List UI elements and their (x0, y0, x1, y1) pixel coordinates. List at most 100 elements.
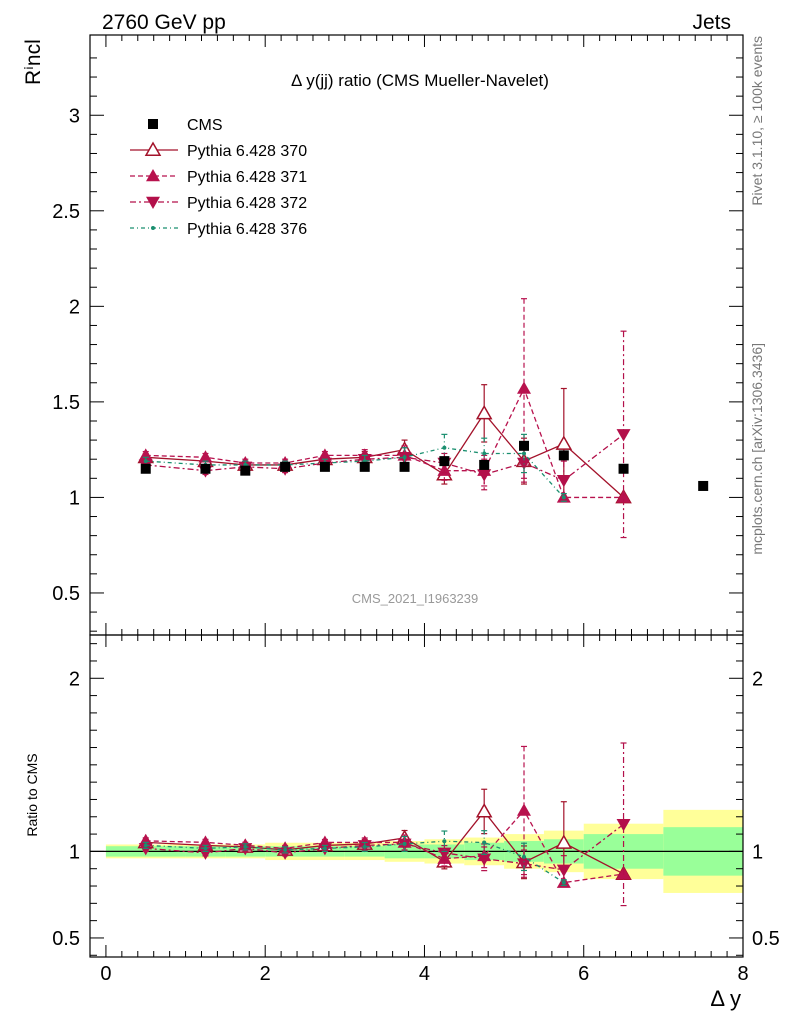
ratio-y-axis-label: Ratio to CMS (24, 753, 40, 836)
legend: CMS Pythia 6.428 370 Pythia 6.428 371 Pythi… (130, 117, 307, 238)
upper-point (475, 404, 493, 420)
ratio-point (517, 858, 532, 871)
upper-point (317, 448, 332, 461)
upper-point (556, 474, 571, 488)
ratio-point (556, 864, 571, 877)
cms-point (319, 461, 330, 472)
header-left: 2760 GeV pp (102, 11, 226, 34)
cms-point (519, 440, 530, 451)
ratio-series-line (145, 840, 565, 884)
upper-point (555, 435, 573, 450)
legend-entry: Pythia 6.428 370 (130, 141, 307, 160)
legend-marker (151, 226, 155, 230)
y-tick-label: 1 (69, 487, 80, 509)
y-tick-label: 3 (69, 105, 80, 127)
ratio-point (203, 846, 208, 851)
cms-point (479, 459, 490, 470)
legend-label: CMS (187, 117, 223, 134)
legend-entry: Pythia 6.428 371 (130, 169, 307, 186)
ratio-point (322, 846, 327, 851)
upper-point (561, 495, 566, 500)
legend-marker (146, 169, 160, 182)
chart-marks: 0 2 4 6 80.511.522.530.5 0.51 12 2 (52, 35, 780, 985)
upper-point (616, 490, 631, 503)
upper-point (402, 455, 407, 460)
y-tick-label: 2.5 (52, 201, 80, 223)
cms-point (698, 480, 709, 491)
ratio-point (561, 880, 566, 885)
cms-point (359, 461, 370, 472)
cms-point (140, 463, 151, 474)
series-cms (140, 440, 709, 491)
upper-point (442, 445, 447, 450)
x-tick-label: 8 (737, 963, 748, 985)
legend-entry: CMS (148, 117, 223, 134)
legend-entry: Pythia 6.428 376 (130, 221, 307, 238)
y-axis-label: Rⁱncl (22, 39, 45, 85)
upper-point (143, 459, 148, 464)
ratio-point (477, 853, 492, 866)
cms-point (240, 465, 251, 476)
legend-marker (144, 141, 162, 156)
ratio-point (362, 844, 367, 849)
cms-point (439, 456, 450, 467)
ratio-point (437, 847, 452, 860)
x-tick-label: 2 (260, 963, 271, 985)
upper-point (477, 469, 492, 482)
ratio-y-tick-label: 0.5 (52, 928, 80, 950)
ratio-y-tick-label-right: 0.5 (752, 928, 780, 950)
x-tick-label: 6 (578, 963, 589, 985)
upper-series-line (145, 386, 624, 499)
upper-point (522, 451, 527, 456)
y-tick-label: 2 (69, 296, 80, 318)
ratio-point (243, 844, 248, 849)
ratio-point (402, 841, 407, 846)
legend-label: Pythia 6.428 371 (187, 169, 307, 186)
ratio-series-line (145, 823, 624, 871)
ratio-series-line (145, 810, 624, 875)
x-tick-label: 0 (100, 963, 111, 985)
chart-title: Δ y(jj) ratio (CMS Mueller-Navelet) (291, 71, 549, 90)
rivet-label: Rivet 3.1.10, ≥ 100k events (749, 36, 765, 206)
upper-series-line (145, 447, 565, 498)
cms-point (200, 463, 211, 474)
ratio-point (238, 843, 253, 856)
ratio-point (616, 819, 631, 832)
legend-label: Pythia 6.428 376 (187, 221, 307, 238)
lower-frame (89, 634, 744, 958)
cms-point (618, 463, 629, 474)
series-4 (142, 433, 567, 887)
upper-series-line (145, 433, 624, 481)
y-tick-label: 1.5 (52, 392, 80, 414)
legend-label: Pythia 6.428 372 (187, 195, 307, 212)
ratio-point (482, 840, 487, 845)
cms-point (399, 461, 410, 472)
ratio-point (278, 847, 293, 860)
ratio-series-line (145, 809, 624, 884)
watermark: CMS_2021_I1963239 (352, 591, 479, 606)
ratio-point (138, 833, 153, 847)
ratio-y-tick-label: 2 (69, 668, 80, 690)
ratio-point (283, 847, 288, 852)
series-3 (138, 330, 631, 907)
ratio-y-tick-label: 1 (69, 841, 80, 863)
upper-point (616, 429, 631, 442)
ratio-point (522, 854, 527, 859)
upper-point (198, 450, 213, 463)
header-right: Jets (692, 11, 731, 34)
ratio-point (555, 834, 573, 849)
upper-point (482, 451, 487, 456)
ratio-point (198, 835, 213, 848)
ratio-point (143, 843, 148, 848)
mcplots-label: mcplots.cern.ch [arXiv:1306.3436] (749, 343, 765, 555)
ratio-panel (89, 634, 744, 958)
x-axis-label: Δ y (710, 986, 741, 1011)
ratio-point (198, 847, 213, 860)
legend-entry: Pythia 6.428 372 (130, 195, 307, 212)
upper-point (138, 448, 153, 461)
legend-marker (146, 196, 160, 209)
upper-point (517, 381, 532, 394)
y-tick-label: 0.5 (52, 583, 80, 605)
x-tick-label: 4 (419, 963, 430, 985)
